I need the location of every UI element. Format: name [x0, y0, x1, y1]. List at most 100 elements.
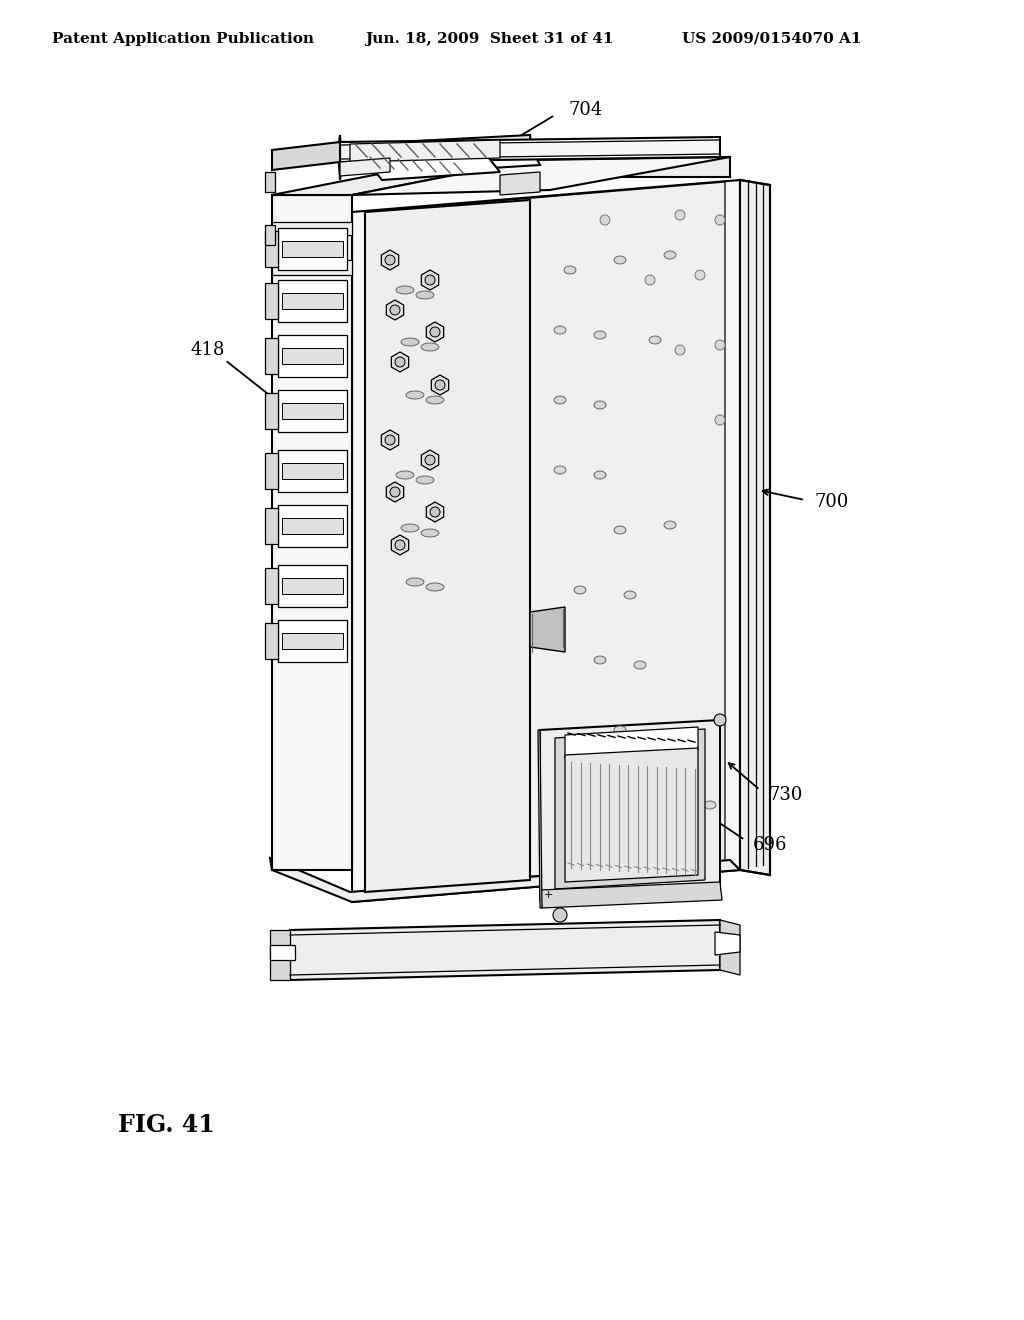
Polygon shape — [594, 331, 606, 339]
Polygon shape — [272, 195, 352, 870]
Polygon shape — [416, 290, 434, 300]
Polygon shape — [594, 656, 606, 664]
Polygon shape — [265, 623, 278, 659]
Circle shape — [715, 414, 725, 425]
Polygon shape — [282, 293, 343, 309]
Polygon shape — [426, 502, 443, 521]
Polygon shape — [396, 471, 414, 479]
Polygon shape — [421, 271, 438, 290]
Polygon shape — [282, 517, 343, 535]
Circle shape — [385, 255, 395, 265]
Polygon shape — [272, 160, 530, 195]
Polygon shape — [340, 158, 390, 176]
Polygon shape — [265, 282, 278, 319]
Polygon shape — [421, 529, 439, 537]
Polygon shape — [715, 932, 740, 954]
Polygon shape — [614, 256, 626, 264]
Circle shape — [675, 345, 685, 355]
Text: 704: 704 — [568, 102, 602, 119]
Polygon shape — [278, 506, 347, 546]
Polygon shape — [665, 251, 676, 259]
Polygon shape — [594, 471, 606, 479]
Polygon shape — [674, 796, 686, 804]
Circle shape — [715, 341, 725, 350]
Polygon shape — [272, 222, 352, 235]
Circle shape — [425, 455, 435, 465]
Polygon shape — [740, 180, 770, 875]
Polygon shape — [282, 403, 343, 418]
Circle shape — [425, 275, 435, 285]
Polygon shape — [278, 620, 347, 663]
Polygon shape — [365, 201, 530, 892]
Polygon shape — [431, 375, 449, 395]
Polygon shape — [540, 882, 722, 908]
Polygon shape — [426, 322, 443, 342]
Polygon shape — [391, 535, 409, 554]
Circle shape — [435, 380, 445, 389]
Polygon shape — [282, 578, 343, 594]
Polygon shape — [282, 634, 343, 649]
Circle shape — [695, 271, 705, 280]
Polygon shape — [564, 267, 575, 275]
Circle shape — [395, 356, 406, 367]
Polygon shape — [278, 389, 347, 432]
Text: +: + — [544, 890, 553, 900]
Polygon shape — [594, 401, 606, 409]
Polygon shape — [391, 352, 409, 372]
Polygon shape — [282, 242, 343, 257]
Polygon shape — [614, 726, 626, 734]
Polygon shape — [338, 135, 342, 180]
Polygon shape — [365, 182, 725, 890]
Circle shape — [600, 215, 610, 224]
Polygon shape — [272, 143, 340, 170]
Polygon shape — [614, 525, 626, 535]
Polygon shape — [538, 730, 542, 908]
Polygon shape — [381, 249, 398, 271]
Polygon shape — [362, 147, 500, 180]
Polygon shape — [654, 731, 666, 739]
Text: Jun. 18, 2009  Sheet 31 of 41: Jun. 18, 2009 Sheet 31 of 41 — [365, 32, 613, 46]
Polygon shape — [340, 135, 532, 165]
Polygon shape — [407, 578, 424, 586]
Polygon shape — [530, 607, 565, 652]
Polygon shape — [720, 920, 740, 975]
Text: 700: 700 — [815, 492, 849, 511]
Polygon shape — [665, 521, 676, 529]
Polygon shape — [426, 583, 444, 591]
Polygon shape — [386, 300, 403, 319]
Polygon shape — [278, 565, 347, 607]
Circle shape — [390, 305, 400, 315]
Polygon shape — [278, 228, 347, 271]
Polygon shape — [270, 931, 290, 979]
Polygon shape — [396, 286, 414, 294]
Circle shape — [385, 436, 395, 445]
Polygon shape — [272, 260, 352, 275]
Polygon shape — [278, 280, 347, 322]
Circle shape — [390, 487, 400, 498]
Circle shape — [714, 714, 726, 726]
Polygon shape — [540, 719, 720, 900]
Polygon shape — [649, 337, 662, 345]
Polygon shape — [426, 396, 444, 404]
Polygon shape — [265, 224, 275, 246]
Text: 730: 730 — [768, 785, 803, 804]
Polygon shape — [352, 157, 730, 195]
Polygon shape — [634, 661, 646, 669]
Text: 418: 418 — [190, 341, 225, 359]
Polygon shape — [278, 450, 347, 492]
Polygon shape — [565, 727, 698, 758]
Polygon shape — [554, 466, 566, 474]
Polygon shape — [265, 508, 278, 544]
Circle shape — [430, 507, 440, 517]
Polygon shape — [500, 172, 540, 195]
Polygon shape — [381, 430, 398, 450]
Polygon shape — [554, 326, 566, 334]
Polygon shape — [565, 748, 698, 882]
Text: Patent Application Publication: Patent Application Publication — [52, 32, 314, 46]
Polygon shape — [278, 335, 347, 378]
Polygon shape — [265, 453, 278, 488]
Polygon shape — [416, 477, 434, 484]
Polygon shape — [386, 482, 403, 502]
Text: FIG. 41: FIG. 41 — [118, 1113, 215, 1137]
Text: US 2009/0154070 A1: US 2009/0154070 A1 — [682, 32, 861, 46]
